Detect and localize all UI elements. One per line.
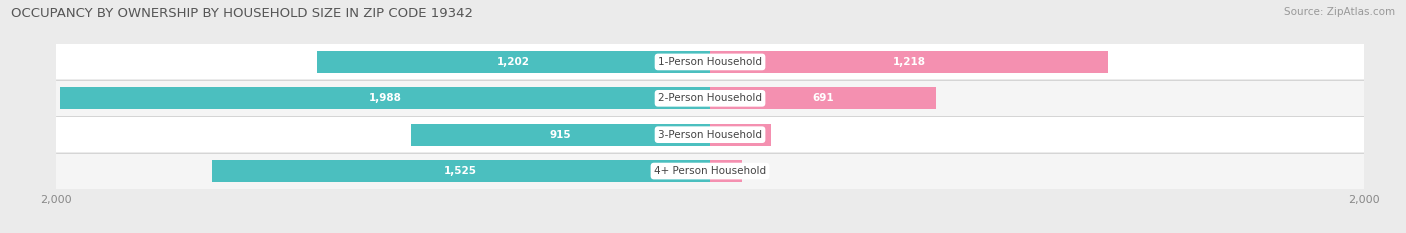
Text: 1-Person Household: 1-Person Household [658,57,762,67]
Text: 4+ Person Household: 4+ Person Household [654,166,766,176]
FancyBboxPatch shape [39,81,1381,116]
Text: 1,525: 1,525 [444,166,477,176]
Text: Source: ZipAtlas.com: Source: ZipAtlas.com [1284,7,1395,17]
Bar [710,87,936,109]
Bar [60,87,710,109]
FancyBboxPatch shape [39,45,1381,79]
Bar [710,160,742,182]
Bar [411,124,710,146]
Text: 99: 99 [755,166,769,176]
Text: 1,218: 1,218 [893,57,925,67]
Text: 691: 691 [813,93,834,103]
Text: 188: 188 [730,130,752,140]
Text: 2-Person Household: 2-Person Household [658,93,762,103]
Text: 3-Person Household: 3-Person Household [658,130,762,140]
FancyBboxPatch shape [39,154,1381,188]
Text: 1,988: 1,988 [368,93,402,103]
FancyBboxPatch shape [39,117,1381,152]
Text: 1,202: 1,202 [498,57,530,67]
Bar [318,51,710,73]
Text: OCCUPANCY BY OWNERSHIP BY HOUSEHOLD SIZE IN ZIP CODE 19342: OCCUPANCY BY OWNERSHIP BY HOUSEHOLD SIZE… [11,7,474,20]
Text: 915: 915 [550,130,571,140]
Bar [710,51,1108,73]
Bar [710,124,772,146]
Bar [211,160,710,182]
